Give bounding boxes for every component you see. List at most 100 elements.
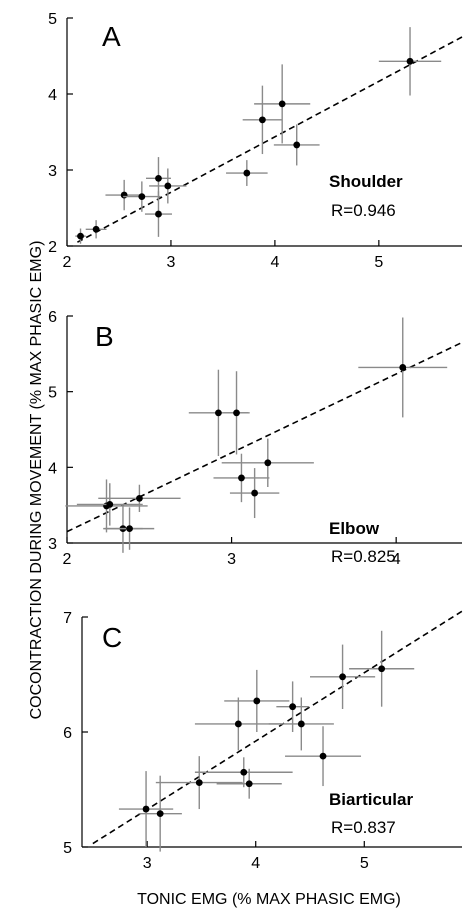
region-label: Shoulder [329, 172, 403, 191]
correlation-label: R=0.946 [331, 201, 396, 220]
data-point [234, 720, 242, 728]
data-point-group [216, 768, 282, 799]
x-tick-label: 3 [166, 254, 175, 271]
region-label: Biarticular [329, 790, 413, 809]
data-point [156, 810, 164, 818]
data-point-group [194, 757, 293, 788]
region-label: Elbow [329, 519, 380, 538]
panel-a: 2 3 4 5 2 3 4 5 A Shoulder R=0.946 [48, 11, 463, 271]
regression-line [77, 36, 463, 243]
data-point-group [268, 697, 334, 751]
data-point [278, 100, 286, 108]
panel-letter: C [102, 622, 122, 653]
data-point [164, 182, 172, 190]
data-point-group [155, 756, 243, 810]
data-point-group [229, 468, 280, 519]
data-point [289, 703, 297, 711]
x-tick-label: 3 [143, 855, 152, 872]
data-point [264, 459, 272, 467]
correlation-label: R=0.825 [331, 547, 396, 566]
data-point [293, 141, 301, 149]
data-point [92, 225, 100, 233]
data-point-group [378, 27, 442, 96]
data-point-group [76, 483, 143, 526]
panel-letter: A [102, 21, 121, 52]
data-point [238, 474, 245, 482]
x-tick-label: 2 [63, 551, 72, 568]
data-point [319, 752, 327, 760]
data-point [243, 169, 251, 177]
data-point-group [138, 775, 182, 852]
data-point [259, 116, 266, 124]
data-point-group [118, 771, 174, 847]
data-point-group [254, 64, 311, 144]
regression-line [66, 341, 463, 533]
data-point [406, 57, 414, 65]
y-tick-label: 3 [48, 163, 57, 180]
data-point [297, 720, 305, 728]
y-tick-label: 2 [48, 239, 57, 256]
data-point-group [194, 697, 282, 751]
data-point-group [224, 669, 290, 732]
data-point-group [213, 453, 270, 503]
data-point [240, 768, 248, 776]
data-point-group [65, 479, 148, 533]
data-point-group [223, 371, 250, 455]
y-tick-label: 3 [48, 536, 57, 553]
x-tick-label: 4 [251, 855, 260, 872]
data-point-group [273, 124, 320, 166]
y-tick-label: 4 [48, 460, 57, 477]
x-tick-label: 5 [374, 254, 383, 271]
x-tick-label: 2 [63, 254, 72, 271]
data-point [245, 780, 253, 788]
y-tick-label: 5 [48, 385, 57, 402]
data-point [251, 489, 259, 497]
data-point-group [349, 630, 415, 707]
data-point-group [123, 181, 161, 212]
y-tick-label: 6 [63, 725, 72, 742]
data-point [106, 501, 114, 508]
data-point-group [285, 726, 362, 787]
data-point [195, 779, 203, 786]
y-axis-title: COCONTRACTION DURING MOVEMENT (% MAX PHA… [28, 241, 45, 720]
data-point [233, 409, 240, 417]
data-point [155, 210, 162, 218]
data-point-group [149, 168, 187, 204]
data-point-group [85, 220, 107, 239]
x-tick-label: 3 [227, 551, 236, 568]
data-point [253, 697, 261, 705]
panel-letter: B [95, 321, 114, 352]
x-tick-label: 4 [270, 254, 279, 271]
data-point [142, 805, 150, 813]
data-point [136, 494, 143, 502]
data-point-group [242, 85, 283, 155]
y-tick-label: 7 [63, 610, 72, 627]
x-tick-label: 5 [360, 855, 369, 872]
y-tick-label: 6 [48, 309, 57, 326]
data-point-group [226, 160, 268, 186]
x-tick-label: 4 [392, 551, 401, 568]
data-point-group [310, 644, 376, 709]
data-point [399, 364, 407, 371]
data-point [77, 232, 84, 240]
regression-line [92, 610, 463, 845]
data-point-group [144, 191, 172, 237]
data-point-group [104, 507, 155, 550]
data-point [138, 193, 146, 201]
panel-c: 3 4 5 5 6 7 C Biarticular R=0.837 [63, 610, 463, 872]
data-point [120, 191, 128, 199]
data-point [215, 409, 222, 417]
data-point [339, 673, 346, 681]
y-tick-label: 4 [48, 87, 57, 104]
data-point-group [358, 317, 448, 418]
x-axis-title: TONIC EMG (% MAX PHASIC EMG) [137, 891, 401, 908]
correlation-label: R=0.837 [331, 818, 396, 837]
data-point-group [221, 438, 314, 488]
data-point-group [146, 157, 171, 200]
data-point [155, 174, 162, 182]
data-point-group [75, 228, 86, 244]
y-tick-label: 5 [63, 840, 72, 857]
